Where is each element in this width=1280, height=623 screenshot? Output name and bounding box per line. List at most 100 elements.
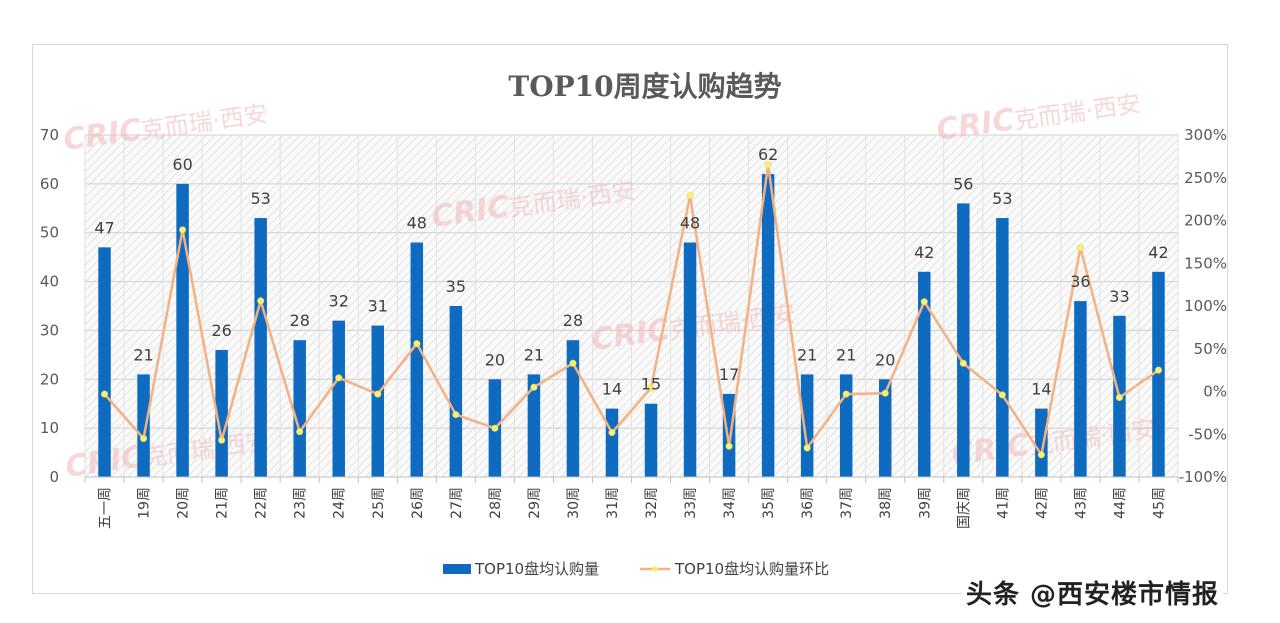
category-label: 19周: [137, 487, 153, 519]
data-label: 62: [758, 145, 778, 164]
legend-label-bar: TOP10盘均认购量: [474, 560, 599, 578]
data-label: 21: [836, 345, 856, 364]
category-label: 33周: [683, 487, 699, 519]
data-label: 17: [719, 365, 739, 384]
bar-21周: [215, 349, 228, 477]
data-label: 48: [407, 213, 427, 232]
category-label: 36周: [800, 487, 816, 519]
bar-20周: [176, 183, 189, 477]
category-label: 27周: [449, 487, 465, 519]
line-point-25周: [374, 390, 382, 398]
line-point-国庆周: [959, 359, 967, 367]
bar-33周: [683, 242, 697, 477]
line-point-43周: [1076, 244, 1084, 252]
y-left-tick-label: 20: [40, 370, 59, 388]
bar-26周: [410, 242, 424, 477]
data-label: 14: [602, 380, 622, 399]
line-point-24周: [335, 374, 343, 382]
line-point-44周: [1115, 393, 1123, 401]
line-point-42周: [1037, 451, 1045, 459]
category-label: 32周: [644, 487, 660, 519]
line-point-30周: [569, 359, 577, 367]
bar-五一周: [98, 247, 111, 477]
bar-22周: [254, 218, 267, 478]
line-point-31周: [608, 429, 616, 437]
category-label: 25周: [371, 487, 387, 519]
data-label: 26: [211, 321, 231, 340]
data-label: 36: [1070, 272, 1090, 291]
category-label: 41周: [995, 487, 1011, 519]
bar-42周: [1035, 408, 1048, 477]
line-point-34周: [725, 442, 733, 450]
category-label: 24周: [332, 487, 348, 519]
category-label: 22周: [254, 487, 270, 519]
category-label: 21周: [215, 487, 231, 519]
data-label: 56: [953, 174, 973, 193]
bar-30周: [566, 340, 580, 477]
bar-24周: [332, 320, 345, 477]
bar-41周: [996, 218, 1009, 478]
data-label: 14: [1031, 380, 1051, 399]
data-label: 21: [524, 345, 544, 364]
y-right-tick-label: 250%: [1184, 169, 1227, 187]
line-point-29周: [530, 383, 538, 391]
line-point-39周: [920, 298, 928, 306]
line-point-五一周: [101, 390, 109, 398]
chart: TOP10周度认购趋势 CRIC克而瑞·西安CRIC克而瑞·西安CRIC克而瑞·…: [40, 70, 1227, 578]
y-right-tick-label: 50%: [1194, 340, 1227, 358]
line-point-35周: [764, 161, 772, 169]
bar-37周: [839, 374, 853, 477]
category-label: 29周: [527, 487, 543, 519]
category-label: 30周: [566, 487, 582, 519]
y-left-tick-label: 60: [40, 175, 59, 193]
data-label: 21: [133, 345, 153, 364]
data-label: 20: [485, 350, 505, 369]
category-label: 45周: [1151, 487, 1167, 519]
bar-36周: [800, 374, 814, 477]
line-point-33周: [686, 192, 694, 200]
y-left-tick-label: 70: [40, 126, 59, 144]
line-point-22周: [257, 297, 265, 305]
bar-29周: [527, 374, 541, 477]
line-point-45周: [1154, 366, 1162, 374]
data-label: 32: [329, 292, 349, 311]
data-label: 42: [914, 243, 934, 262]
data-label: 28: [290, 311, 310, 330]
data-label: 21: [797, 345, 817, 364]
y-right-tick-label: 0%: [1203, 383, 1227, 401]
line-point-23周: [296, 428, 304, 436]
line-point-41周: [998, 391, 1006, 399]
data-label: 28: [563, 311, 583, 330]
watermark-text: 克而瑞·西安: [1012, 90, 1142, 135]
y-left-tick-label: 0: [49, 468, 59, 486]
chart-frame: TOP10周度认购趋势 CRIC 克而瑞·西安 CRIC 克而瑞·西安 CRIC 克而瑞·…: [32, 44, 1228, 594]
bar-31周: [605, 408, 619, 477]
category-label: 43周: [1073, 487, 1089, 519]
data-label: 53: [992, 189, 1012, 208]
line-point-27周: [452, 411, 460, 419]
line-point-20周: [179, 226, 187, 234]
line-point-32周: [647, 384, 655, 392]
category-label: 39周: [917, 487, 933, 519]
category-label: 五一周: [98, 487, 114, 529]
y-left-tick-label: 10: [40, 419, 59, 437]
bar-27周: [449, 306, 463, 477]
category-label: 28周: [488, 487, 504, 519]
category-label: 37周: [839, 487, 855, 519]
bar-39周: [918, 271, 931, 477]
bar-35周: [761, 174, 775, 478]
y-left-tick-label: 50: [40, 224, 59, 242]
category-label: 26周: [410, 487, 426, 519]
y-left-tick-label: 30: [40, 321, 59, 339]
category-label: 31周: [605, 487, 621, 519]
data-label: 33: [1109, 287, 1129, 306]
y-right-tick-label: 300%: [1184, 126, 1227, 144]
y-right-tick-label: -100%: [1179, 468, 1227, 486]
legend-label-line: TOP10盘均认购量环比: [674, 560, 829, 578]
data-label: 42: [1148, 243, 1168, 262]
bar-19周: [137, 374, 150, 477]
line-point-36周: [803, 444, 811, 452]
y-right-tick-label: 150%: [1184, 254, 1227, 272]
legend-swatch-bar: [443, 564, 471, 574]
data-label: 60: [172, 155, 192, 174]
